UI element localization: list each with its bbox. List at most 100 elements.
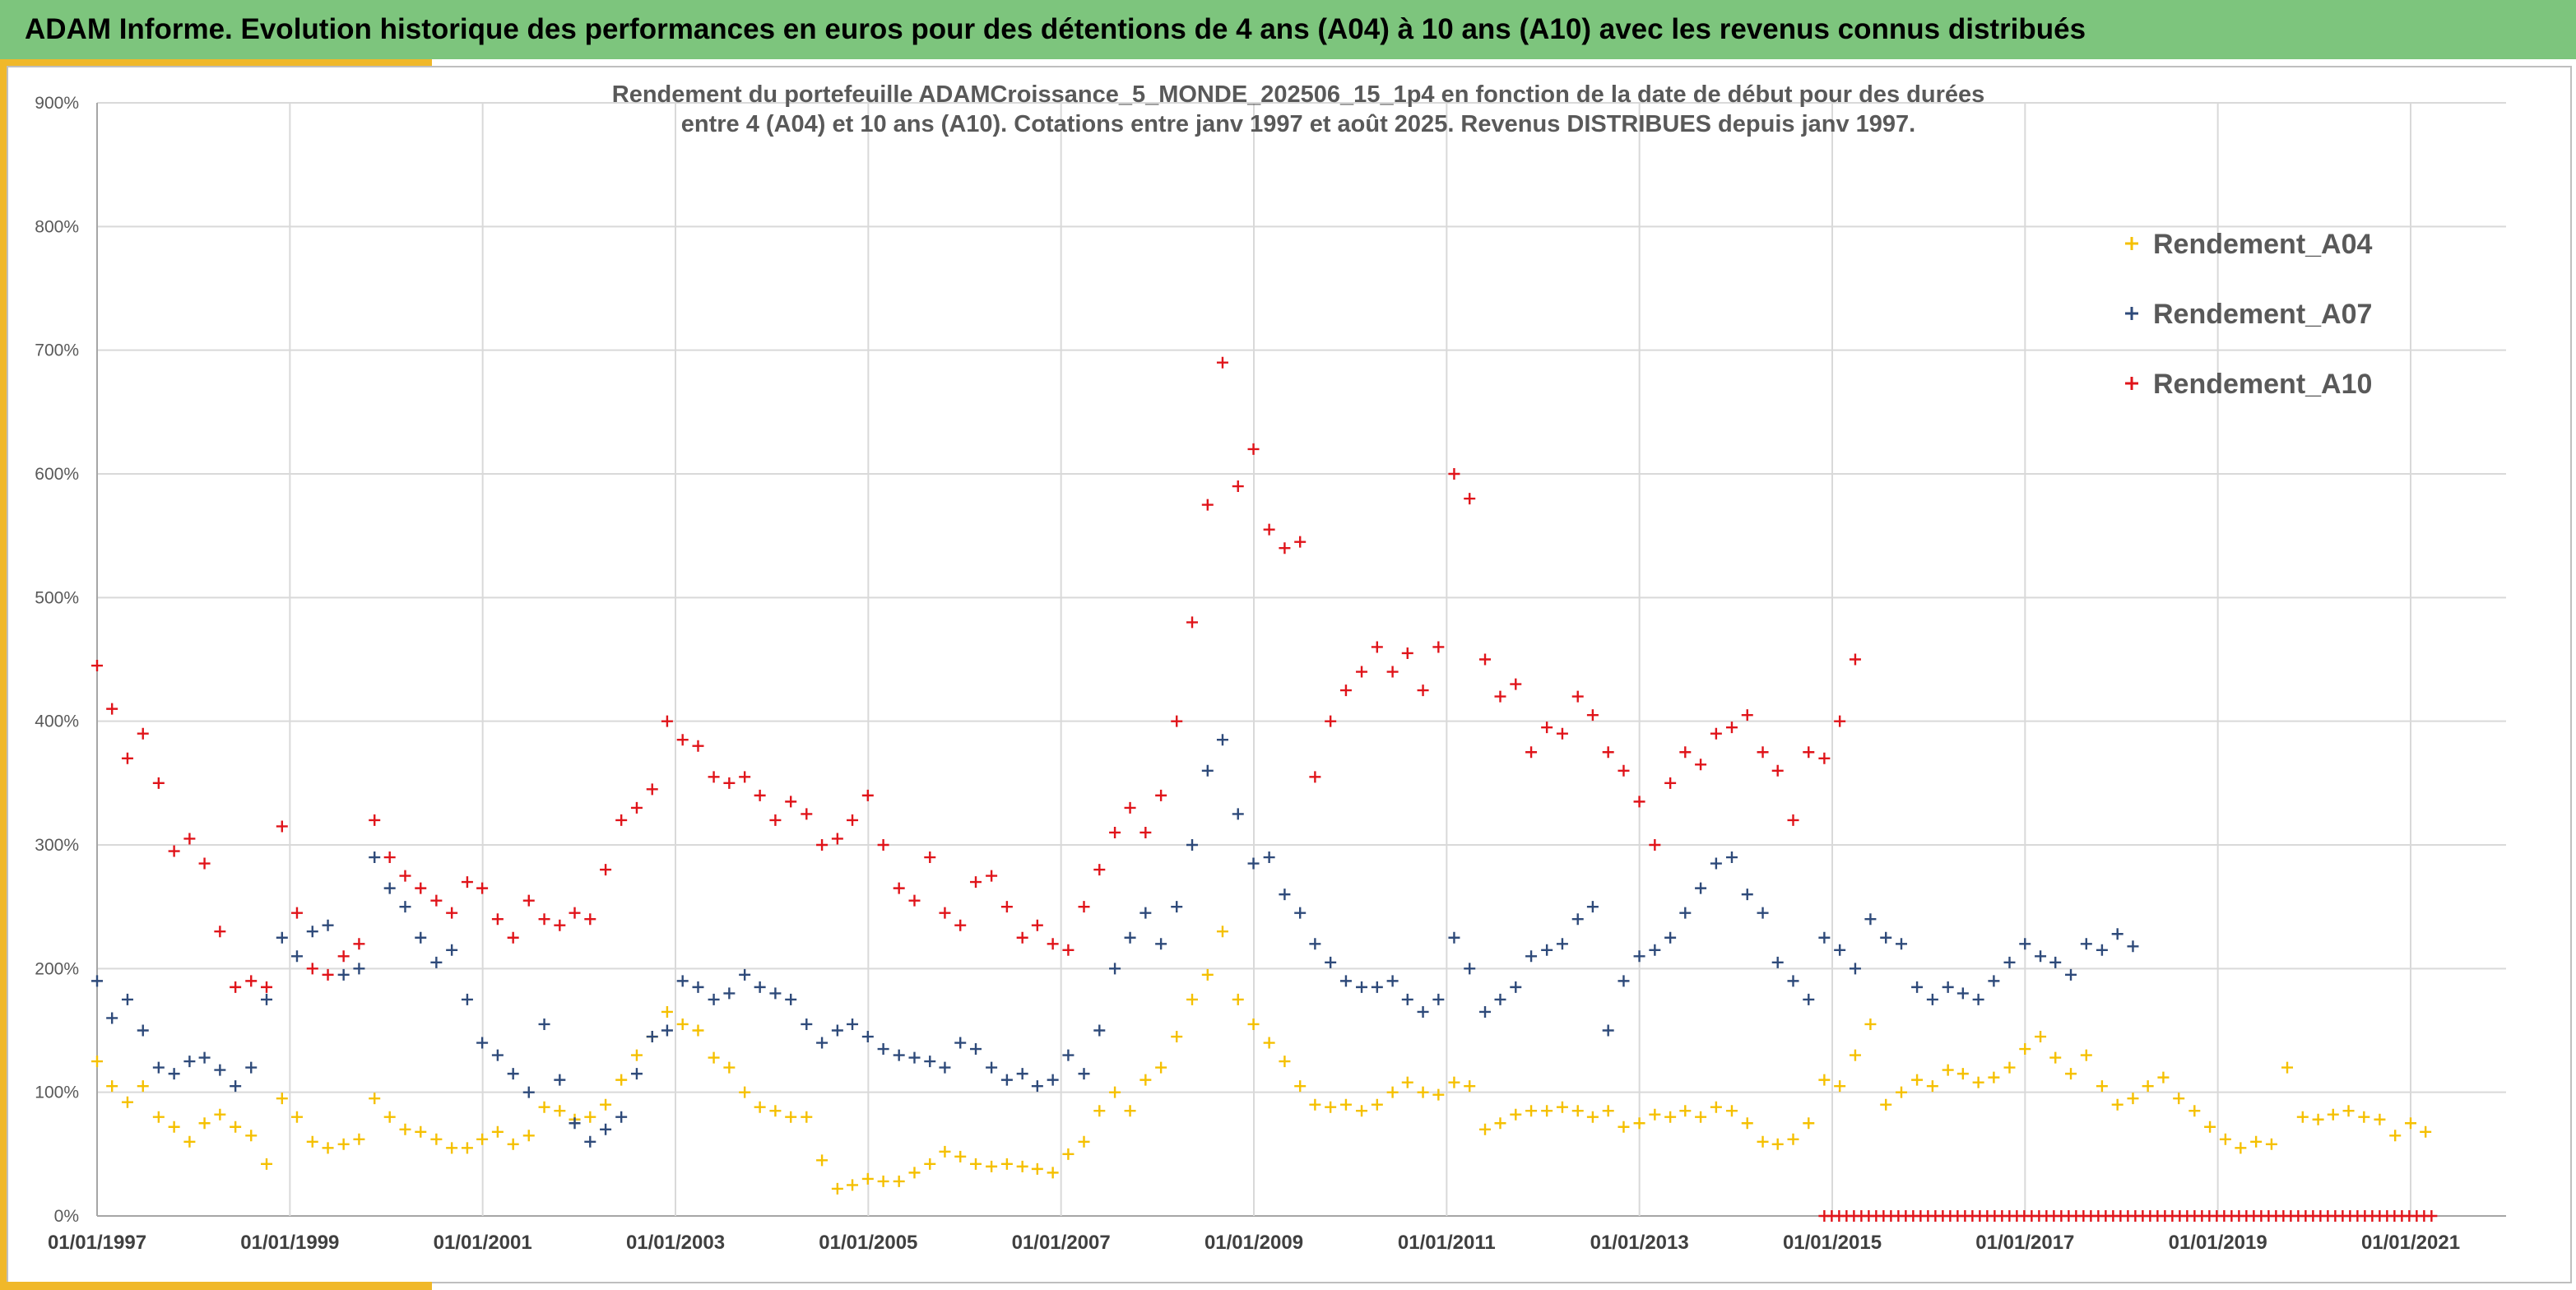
rendement-a04-point: [1339, 1098, 1352, 1111]
rendement-a04-point: [831, 1182, 843, 1195]
rendement-a07-point: [1448, 931, 1460, 944]
rendement-a07-point: [1279, 889, 1291, 901]
rendement-a04-point: [353, 1133, 365, 1145]
rendement-a07-point: [522, 1086, 535, 1098]
rendement-a04-point: [383, 1111, 396, 1123]
rendement-a07-point: [600, 1123, 612, 1135]
rendement-a10-point: [954, 919, 967, 931]
rendement-a10-point: [1339, 684, 1352, 697]
rendement-a10-point: [816, 839, 828, 851]
rendement-a10-point: [1124, 801, 1136, 814]
y-tick-label: 600%: [35, 465, 79, 484]
rendement-a10-point: [106, 703, 118, 715]
accent-bar-top: [0, 59, 432, 66]
rendement-a04-point: [1741, 1117, 1753, 1130]
rendement-a07-point: [198, 1051, 211, 1064]
rendement-a10-point: [1155, 789, 1167, 801]
legend-label-rendement-a04: Rendement_A04: [2153, 229, 2373, 260]
rendement-a07-point: [2065, 968, 2077, 981]
rendement-a10-point: [1139, 826, 1152, 838]
rendement-a07-point: [954, 1037, 967, 1049]
rendement-a10-point: [261, 981, 273, 993]
rendement-a07-point: [1124, 931, 1136, 944]
chart-marks: [91, 356, 2438, 1222]
rendement-a07-point: [1586, 901, 1599, 913]
rendement-a04-point: [1586, 1111, 1599, 1123]
rendement-a04-point: [461, 1142, 473, 1154]
rendement-a04-point: [1510, 1108, 1522, 1121]
rendement-a10-point: [1294, 536, 1307, 548]
rendement-a07-point: [1062, 1049, 1074, 1061]
rendement-a04-point: [2250, 1135, 2263, 1148]
rendement-a04-point: [661, 1005, 673, 1018]
rendement-a04-point: [2389, 1130, 2402, 1142]
rendement-a04-point: [739, 1086, 751, 1098]
x-tick-label: 01/01/2015: [1783, 1232, 1882, 1254]
rendement-a07-point: [1571, 913, 1584, 926]
rendement-a07-point: [1818, 931, 1831, 944]
rendement-a07-point: [1757, 907, 1769, 919]
x-tick-label: 01/01/1999: [240, 1232, 339, 1254]
rendement-a10-point: [939, 907, 951, 919]
rendement-a04-point: [2127, 1093, 2139, 1105]
rendement-a04-point: [1972, 1076, 1984, 1088]
rendement-a07-point: [939, 1061, 951, 1074]
rendement-a04-point: [1695, 1111, 1707, 1123]
rendement-a04-point: [1649, 1108, 1661, 1121]
rendement-a10-point: [1618, 764, 1630, 777]
rendement-a10-point: [1679, 746, 1692, 759]
rendement-a07-point: [337, 968, 350, 981]
y-tick-label: 300%: [35, 836, 79, 855]
rendement-a04-point: [1062, 1148, 1074, 1160]
rendement-a04-point: [723, 1061, 736, 1074]
rendement-a07-point: [507, 1068, 519, 1080]
rendement-a04-point: [168, 1121, 180, 1133]
rendement-a10-point: [306, 963, 318, 975]
rendement-a07-point: [847, 1018, 859, 1030]
rendement-a07-point: [584, 1135, 596, 1148]
rendement-a07-point: [1972, 993, 1984, 1005]
rendement-a10-point: [383, 851, 396, 864]
rendement-a07-point: [1186, 839, 1199, 851]
rendement-a04-point: [1139, 1074, 1152, 1086]
rendement-a07-point: [91, 975, 103, 987]
rendement-a10-point: [1062, 944, 1074, 956]
x-tick-label: 01/01/2013: [1590, 1232, 1689, 1254]
rendement-a07-point: [1710, 857, 1722, 870]
rendement-a04-point: [600, 1098, 612, 1111]
rendement-a04-point: [1988, 1071, 2000, 1084]
rendement-a07-point: [1016, 1068, 1028, 1080]
rendement-a10-point: [1279, 542, 1291, 555]
rendement-a07-point: [1171, 901, 1183, 913]
rendement-a10-point: [276, 820, 288, 833]
rendement-a07-point: [1649, 944, 1661, 956]
rendement-a04-point: [1216, 926, 1228, 938]
rendement-a10-point: [230, 981, 242, 993]
rendement-a04-point: [769, 1105, 782, 1117]
rendement-a07-point: [1494, 993, 1506, 1005]
rendement-a10-point: [676, 734, 689, 746]
rendement-a10-point: [1849, 653, 1861, 666]
rendement-a10-point: [369, 814, 381, 826]
rendement-a07-point: [1047, 1074, 1059, 1086]
x-tick-label: 01/01/2019: [2169, 1232, 2267, 1254]
rendement-a07-point: [1741, 889, 1753, 901]
rendement-a10-point: [137, 727, 149, 740]
rendement-a04-point: [1880, 1098, 1892, 1111]
rendement-a07-point: [1000, 1074, 1013, 1086]
rendement-a07-point: [1556, 938, 1568, 950]
rendement-a10-point: [1725, 722, 1738, 734]
rendement-a07-point: [1309, 938, 1321, 950]
rendement-a07-point: [261, 993, 273, 1005]
rendement-a07-point: [2019, 938, 2031, 950]
rendement-a10-point: [554, 919, 566, 931]
rendement-a07-point: [708, 993, 720, 1005]
rendement-a10-point: [1818, 752, 1831, 764]
rendement-a04-point: [1356, 1105, 1368, 1117]
rendement-a04-point: [1294, 1080, 1307, 1093]
rendement-a10-point: [1586, 709, 1599, 722]
rendement-a07-point: [1417, 1005, 1429, 1018]
rendement-a04-point: [2111, 1098, 2123, 1111]
rendement-a10-point: [1031, 919, 1043, 931]
rendement-a10-point: [168, 845, 180, 857]
